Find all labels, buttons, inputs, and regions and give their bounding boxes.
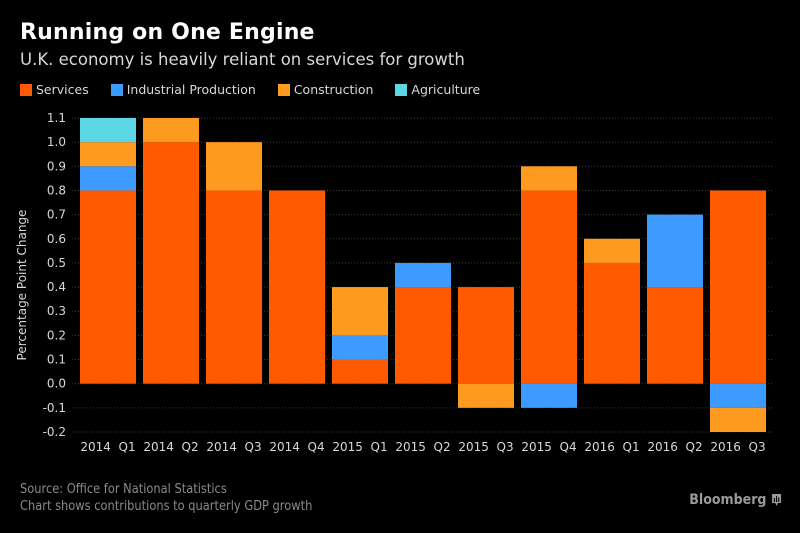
legend-item-services: Services bbox=[20, 82, 89, 97]
bars bbox=[80, 118, 766, 432]
bar-segment-construction bbox=[206, 142, 262, 191]
chart-subtitle: U.K. economy is heavily reliant on servi… bbox=[20, 50, 465, 69]
legend-item-construction: Construction bbox=[277, 82, 374, 97]
legend-label-agriculture: Agriculture bbox=[411, 82, 481, 97]
y-tick-label: 0.8 bbox=[47, 183, 66, 197]
y-tick-label: 0.9 bbox=[47, 159, 66, 173]
bar-segment-services bbox=[269, 190, 325, 384]
x-tick-label: 2016 Q2 bbox=[647, 440, 702, 454]
y-axis-ticks: 1.1 1.0 0.9 0.8 0.7 0.6 0.5 0.4 0.3 0.2 0.1 0.0 -0.1… bbox=[43, 111, 66, 439]
footer: Source: Office for National Statistics C… bbox=[20, 481, 312, 515]
x-tick-label: 2014 Q2 bbox=[143, 440, 198, 454]
legend-label-construction: Construction bbox=[293, 82, 374, 97]
legend-item-agriculture: Agriculture bbox=[395, 82, 480, 97]
bar-segment-services bbox=[584, 262, 640, 384]
x-tick-label: 2015 Q1 bbox=[332, 440, 387, 454]
bar-segment-industrial-production bbox=[395, 262, 451, 288]
legend: Services Industrial Production Construct… bbox=[20, 82, 502, 97]
bloomberg-chart-icon bbox=[772, 494, 782, 506]
bar-segment-services bbox=[458, 287, 514, 384]
bar-segment-construction bbox=[332, 287, 388, 336]
x-tick-label: 2014 Q4 bbox=[269, 440, 324, 454]
x-tick-label: 2015 Q2 bbox=[395, 440, 450, 454]
y-tick-label: 1.0 bbox=[47, 135, 66, 149]
chart-note: Chart shows contributions to quarterly G… bbox=[20, 499, 313, 514]
y-tick-label: -0.2 bbox=[43, 425, 66, 439]
x-tick-label: 2015 Q3 bbox=[458, 440, 513, 454]
y-tick-label: -0.1 bbox=[43, 401, 66, 415]
brand-name: Bloomberg bbox=[689, 492, 767, 508]
brand: Bloomberg bbox=[690, 492, 782, 508]
bar-segment-agriculture bbox=[80, 118, 136, 143]
source-note: Source: Office for National Statistics bbox=[20, 482, 227, 497]
y-axis-label: Percentage Point Change bbox=[15, 210, 29, 361]
x-tick-label: 2016 Q3 bbox=[710, 440, 765, 454]
bar-segment-services bbox=[395, 287, 451, 384]
bar-segment-services bbox=[80, 190, 136, 384]
y-tick-label: 0.3 bbox=[47, 304, 66, 318]
bar-segment-construction bbox=[143, 118, 199, 143]
bar-segment-construction bbox=[80, 142, 136, 167]
chart-title: Running on One Engine bbox=[20, 20, 315, 45]
legend-item-industrial-production: Industrial Production bbox=[110, 82, 256, 97]
y-tick-label: 0.4 bbox=[47, 280, 66, 294]
bar-segment-services bbox=[206, 190, 262, 384]
bar-segment-industrial-production bbox=[80, 166, 136, 191]
y-tick-label: 0.0 bbox=[47, 377, 66, 391]
x-tick-label: 2014 Q1 bbox=[80, 440, 135, 454]
bar-segment-services bbox=[143, 142, 199, 384]
bar-segment-services bbox=[332, 359, 388, 384]
bar-segment-construction bbox=[710, 407, 766, 432]
bar-segment-services bbox=[521, 190, 577, 384]
bar-segment-industrial-production bbox=[521, 383, 577, 408]
bar-segment-construction bbox=[584, 238, 640, 263]
x-axis-ticks: 2014 Q1 2014 Q2 2014 Q3 2014 Q4 2015 Q1 2015 … bbox=[80, 440, 765, 454]
y-tick-label: 0.1 bbox=[47, 353, 66, 367]
bar-segment-industrial-production bbox=[647, 214, 703, 288]
y-tick-label: 0.5 bbox=[47, 256, 66, 270]
bar-segment-industrial-production bbox=[710, 383, 766, 408]
y-tick-label: 0.6 bbox=[47, 232, 66, 246]
y-tick-label: 0.2 bbox=[47, 328, 66, 342]
x-tick-label: 2016 Q1 bbox=[584, 440, 639, 454]
bar-segment-construction bbox=[458, 383, 514, 408]
bar-segment-construction bbox=[521, 166, 577, 191]
bar-segment-services bbox=[647, 287, 703, 384]
legend-swatch-services bbox=[20, 83, 32, 96]
bar-segment-services bbox=[710, 190, 766, 384]
legend-label-industrial-production: Industrial Production bbox=[126, 82, 256, 97]
legend-swatch-agriculture bbox=[395, 83, 408, 96]
y-tick-label: 1.1 bbox=[47, 111, 66, 125]
legend-label-services: Services bbox=[36, 82, 89, 97]
legend-swatch-industrial-production bbox=[110, 83, 123, 96]
y-tick-label: 0.7 bbox=[47, 208, 66, 222]
legend-swatch-construction bbox=[277, 83, 290, 96]
x-tick-label: 2014 Q3 bbox=[206, 440, 261, 454]
x-tick-label: 2015 Q4 bbox=[521, 440, 576, 454]
bar-segment-industrial-production bbox=[332, 335, 388, 360]
